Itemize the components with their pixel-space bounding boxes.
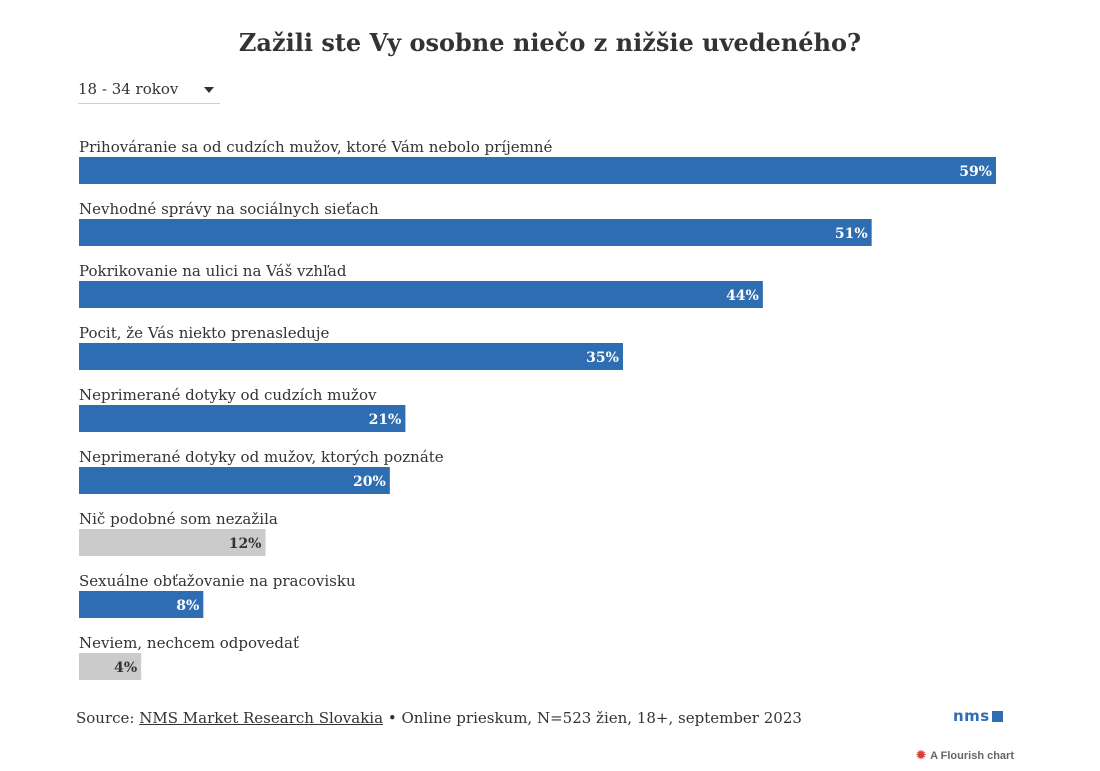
value-label: 51% xyxy=(835,226,868,242)
category-label: Sexuálne obťažovanie na pracovisku xyxy=(79,572,356,590)
bar-chart: Prihováranie sa od cudzích mužov, ktoré … xyxy=(79,138,996,680)
value-label: 59% xyxy=(959,164,992,180)
bar[interactable] xyxy=(79,281,763,308)
bar[interactable] xyxy=(79,653,142,680)
flourish-icon: ✹ xyxy=(916,748,927,762)
source-details: • Online prieskum, N=523 žien, 18+, sept… xyxy=(383,709,802,727)
value-label: 4% xyxy=(114,660,137,676)
category-label: Nevhodné správy na sociálnych sieťach xyxy=(79,200,379,218)
bar[interactable] xyxy=(79,343,623,370)
bar[interactable] xyxy=(79,467,390,494)
logo-text: nms xyxy=(953,707,990,725)
age-group-dropdown[interactable]: 18 - 34 rokov xyxy=(78,78,220,104)
dropdown-selected-value: 18 - 34 rokov xyxy=(78,80,179,98)
bar-row: Pocit, že Vás niekto prenasleduje 35% xyxy=(79,324,623,370)
bar-row: Neprimerané dotyky od mužov, ktorých poz… xyxy=(79,448,444,494)
category-label: Pokrikovanie na ulici na Váš vzhľad xyxy=(79,262,347,280)
category-label: Prihováranie sa od cudzích mužov, ktoré … xyxy=(79,138,553,156)
bar[interactable] xyxy=(79,591,204,618)
chevron-down-icon xyxy=(204,87,214,93)
category-label: Pocit, že Vás niekto prenasleduje xyxy=(79,324,329,342)
value-label: 8% xyxy=(176,598,199,614)
value-label: 20% xyxy=(353,474,386,490)
category-label: Neprimerané dotyky od mužov, ktorých poz… xyxy=(79,448,444,466)
source-note: Source: NMS Market Research Slovakia • O… xyxy=(76,709,802,727)
value-label: 44% xyxy=(726,288,759,304)
source-prefix: Source: xyxy=(76,709,140,727)
bar-row: Neprimerané dotyky od cudzích mužov 21% xyxy=(79,386,406,432)
bar-row: Sexuálne obťažovanie na pracovisku 8% xyxy=(79,572,356,618)
category-label: Neprimerané dotyky od cudzích mužov xyxy=(79,386,377,404)
bar-row: Nič podobné som nezažila 12% xyxy=(79,510,278,556)
value-label: 12% xyxy=(229,536,262,552)
source-link[interactable]: NMS Market Research Slovakia xyxy=(139,709,384,727)
bar-row: Pokrikovanie na ulici na Váš vzhľad 44% xyxy=(79,262,763,308)
category-label: Neviem, nechcem odpovedať xyxy=(79,634,299,652)
bar[interactable] xyxy=(79,529,266,556)
bar-row: Neviem, nechcem odpovedať 4% xyxy=(79,634,299,680)
bar[interactable] xyxy=(79,219,872,246)
value-label: 21% xyxy=(369,412,402,428)
bar-row: Nevhodné správy na sociálnych sieťach 51% xyxy=(79,200,872,246)
category-label: Nič podobné som nezažila xyxy=(79,510,278,528)
value-label: 35% xyxy=(586,350,619,366)
bar[interactable] xyxy=(79,157,996,184)
flourish-credit-link[interactable]: ✹ A Flourish chart xyxy=(916,748,1014,762)
flourish-text: A Flourish chart xyxy=(930,750,1014,762)
logo-square-icon xyxy=(991,711,1003,722)
nms-logo: nms xyxy=(953,707,1003,725)
chart-title: Zažili ste Vy osobne niečo z nižšie uved… xyxy=(238,28,862,57)
bar[interactable] xyxy=(79,405,406,432)
bar-row: Prihováranie sa od cudzích mužov, ktoré … xyxy=(79,138,996,184)
